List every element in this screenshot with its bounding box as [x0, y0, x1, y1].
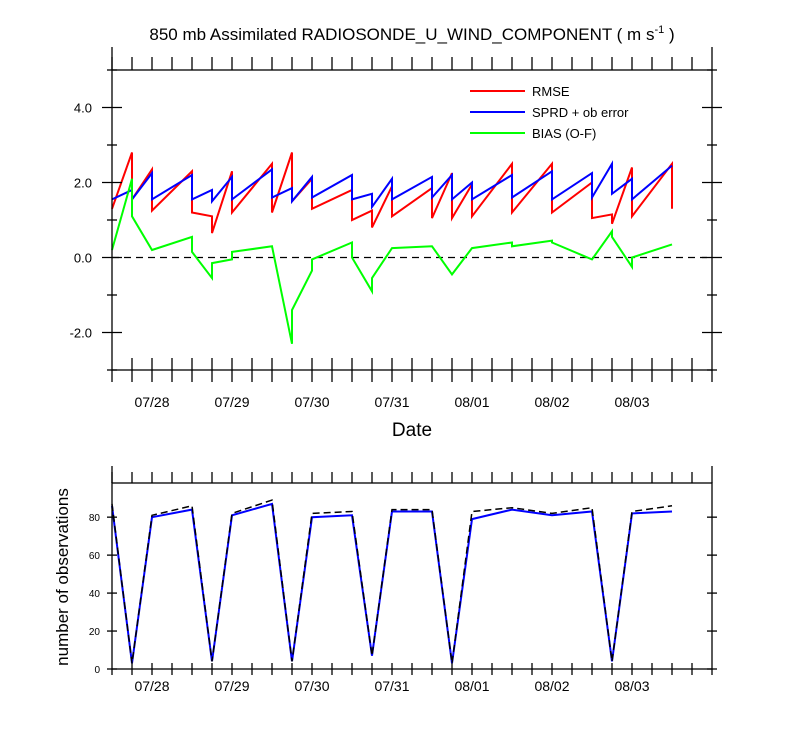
stats-x-tick-label: 07/31 — [374, 394, 409, 410]
stats-series-layer — [111, 152, 673, 345]
top-chart-title-suffix: ) — [664, 25, 674, 44]
legend-label-bias-o-f: BIAS (O-F) — [532, 126, 596, 141]
observations-x-tick-label: 07/28 — [134, 678, 169, 694]
stats-y-tick-label: -2.0 — [70, 326, 92, 341]
observations-chart: 07/28 07/29 07/30 07/31 08/01 08/02 08/03 0 20 40… — [53, 466, 717, 694]
legend-label-sprd-ob-error: SPRD + ob error — [532, 105, 629, 120]
observations-series-possible — [111, 499, 673, 664]
top-chart-title-superscript: -1 — [654, 24, 664, 36]
stats-x-tick-label: 07/30 — [294, 394, 329, 410]
observations-x-tick-label: 08/02 — [534, 678, 569, 694]
observations-y-tick-label: 0 — [94, 665, 100, 676]
stats-x-tick-label: 07/29 — [214, 394, 249, 410]
observations-x-tick-label: 07/29 — [214, 678, 249, 694]
observations-series-assimilated — [111, 502, 673, 664]
stats-series-sprd-ob-error — [111, 160, 673, 211]
stats-y-tick-label: 0.0 — [74, 251, 92, 266]
observations-x-tick-label: 07/30 — [294, 678, 329, 694]
stats-x-tick-label: 07/28 — [134, 394, 169, 410]
observations-y-tick-label: 40 — [89, 589, 101, 600]
stats-x-axis-label: Date — [392, 420, 432, 441]
observations-axes: 07/28 07/29 07/30 07/31 08/01 08/02 08/03 0 20 40… — [89, 466, 717, 694]
stats-axes: 07/28 07/29 07/30 07/31 08/01 08/02 08/03 -2.0 0… — [70, 47, 722, 410]
observations-y-tick-label: 80 — [89, 513, 101, 524]
top-chart-title: 850 mb Assimilated RADIOSONDE_U_WIND_COM… — [149, 24, 674, 44]
observations-y-tick-label: 60 — [89, 551, 101, 562]
legend-label-rmse: RMSE — [532, 84, 570, 99]
observations-x-tick-label: 08/03 — [614, 678, 649, 694]
observations-y-axis-label: number of observations — [53, 488, 72, 666]
observations-x-tick-label: 08/01 — [454, 678, 489, 694]
top-chart-title-prefix: 850 mb Assimilated RADIOSONDE_U_WIND_COM… — [149, 25, 654, 44]
stats-legend: RMSE SPRD + ob error BIAS (O-F) — [470, 84, 629, 141]
stats-x-tick-label: 08/01 — [454, 394, 489, 410]
stats-series-bias-o-f — [111, 178, 673, 345]
observations-series-layer — [111, 499, 673, 664]
stats-y-tick-label: 2.0 — [74, 176, 92, 191]
observations-y-tick-label: 20 — [89, 627, 101, 638]
stats-x-tick-label: 08/03 — [614, 394, 649, 410]
stats-chart: 07/28 07/29 07/30 07/31 08/01 08/02 08/03 -2.0 0… — [70, 47, 722, 441]
stats-y-tick-label: 4.0 — [74, 101, 92, 116]
stats-x-tick-label: 08/02 — [534, 394, 569, 410]
observations-x-tick-label: 07/31 — [374, 678, 409, 694]
